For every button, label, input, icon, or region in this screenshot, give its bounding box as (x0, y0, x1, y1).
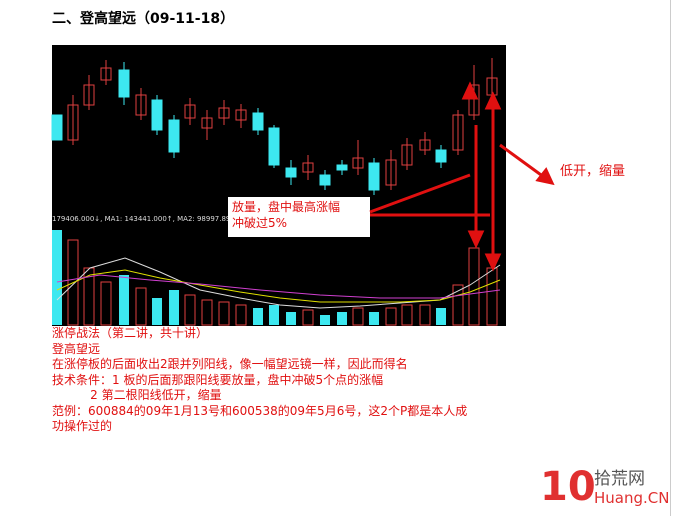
body-line: 技术条件：1 板的后面那跟阳线要放量，盘中冲破5个点的涨幅 (52, 372, 384, 387)
watermark-name: 拾荒网 (594, 469, 645, 489)
annotation: 低开，缩量 (560, 163, 625, 179)
watermark-logo: 10 (540, 464, 596, 510)
arrows (369, 81, 555, 272)
body-line: 2 第二根阳线低开，缩量 (52, 388, 222, 402)
indicator-line: 179406.000↓, MA1: 143441.000↑, MA2: 9899… (52, 215, 230, 223)
up-volume (67, 239, 498, 326)
body-line: 功操作过的 (52, 419, 113, 433)
body-line: 登高望远 (52, 341, 101, 356)
body-line: 范例：600884的09年1月13号和600538的09年5月6号，这2个P都是… (52, 403, 468, 418)
body-text: 涨停战法（第二讲，共十讲） 登高望远 在涨停板的后面收出2跟并列阳线，像一幅望远镜一… (52, 326, 467, 435)
down-candles (51, 62, 447, 195)
body-line: 涨停战法（第二讲，共十讲） (52, 326, 209, 340)
up-candles (67, 58, 498, 190)
title: 二、登高望远（09-11-18） (52, 11, 235, 27)
page-border (670, 0, 671, 516)
annotation: 冲破过5% (232, 215, 287, 230)
annotation: 放量，盘中最高涨幅 (232, 199, 340, 214)
body-line: 在涨停板的后面收出2跟并列阳线，像一幅望远镜一样，因此而得名 (52, 357, 408, 371)
down-volume (52, 230, 446, 325)
annotation-box (228, 197, 370, 237)
watermark-url: Huang.CN (594, 489, 669, 507)
ma-line (56, 269, 501, 303)
ma-line (56, 274, 501, 299)
